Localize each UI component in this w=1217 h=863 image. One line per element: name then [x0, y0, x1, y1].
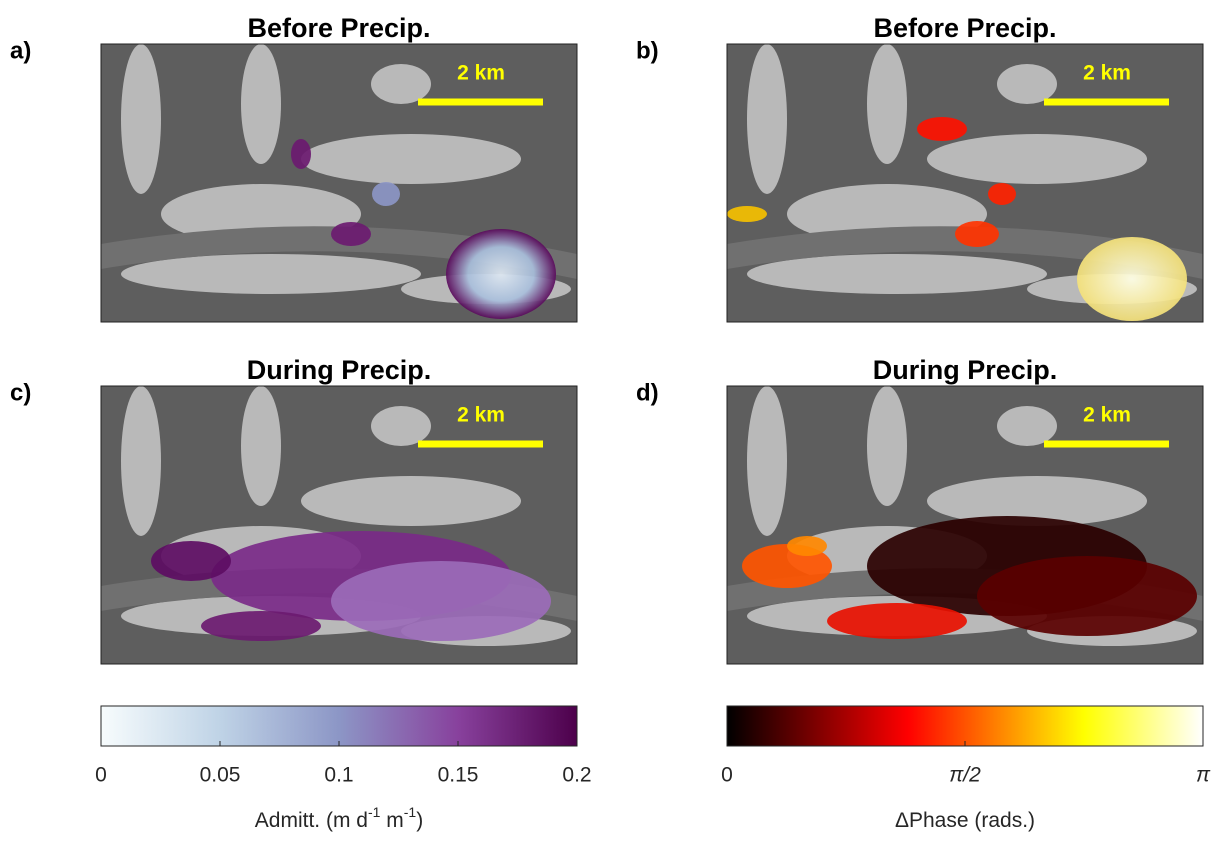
overlay-region: [151, 541, 231, 581]
terrain-highlight: [747, 386, 787, 536]
colorbar-tick-label: 0.15: [438, 764, 479, 787]
terrain-highlight: [371, 64, 431, 104]
terrain-highlight: [747, 44, 787, 194]
colorbar-tick-label: 0: [95, 764, 107, 787]
map-panel: [100, 385, 578, 665]
panel-title: Before Precip.: [873, 13, 1056, 43]
overlay-region: [291, 139, 311, 169]
terrain-highlight: [927, 134, 1147, 184]
scale-bar-label: 2 km: [457, 404, 505, 427]
terrain-highlight: [747, 254, 1047, 294]
map-panel: [100, 43, 578, 323]
terrain-highlight: [927, 476, 1147, 526]
terrain-highlight: [867, 386, 907, 506]
colorbar-tick-label: π/2: [949, 764, 981, 787]
terrain-highlight: [301, 476, 521, 526]
label-part: Admitt. (m d: [255, 809, 368, 832]
scale-bar-label: 2 km: [1083, 62, 1131, 85]
panel-label: c): [10, 379, 31, 406]
map-frame: [100, 385, 578, 665]
overlay-region: [955, 221, 999, 247]
map-panel: [726, 43, 1204, 323]
overlay-region: [787, 536, 827, 556]
overlay-region: [1077, 237, 1187, 321]
terrain-highlight: [241, 44, 281, 164]
terrain-highlight: [371, 406, 431, 446]
label-part: m: [380, 809, 403, 832]
terrain-highlight: [867, 44, 907, 164]
colorbar-tick-label: 0.1: [324, 764, 353, 787]
overlay-region: [727, 206, 767, 222]
map-panel: [726, 385, 1204, 665]
overlay-region: [372, 182, 400, 206]
overlay-region: [201, 611, 321, 641]
overlay-region: [917, 117, 967, 141]
label-part: ΔPhase (rads.): [895, 809, 1035, 832]
colorbar: [726, 705, 1204, 747]
colorbar: [100, 705, 578, 747]
label-part: -1: [368, 804, 381, 820]
overlay-region: [988, 183, 1016, 205]
map-frame: [100, 43, 578, 323]
panel-title: During Precip.: [873, 355, 1058, 385]
overlay-region: [331, 222, 371, 246]
river-band: [727, 226, 1203, 279]
terrain-highlight: [241, 386, 281, 506]
terrain-highlight: [121, 254, 421, 294]
river-band: [101, 226, 577, 279]
panel-title: Before Precip.: [247, 13, 430, 43]
overlay-region: [977, 556, 1197, 636]
colorbar-tick-label: 0: [721, 764, 733, 787]
overlay-region: [331, 561, 551, 641]
map-frame: [726, 385, 1204, 665]
terrain-highlight: [997, 406, 1057, 446]
terrain-highlight: [301, 134, 521, 184]
panel-label: a): [10, 37, 31, 64]
panel-label: d): [636, 379, 659, 406]
terrain-highlight: [121, 386, 161, 536]
map-frame: [726, 43, 1204, 323]
terrain-highlight: [121, 44, 161, 194]
overlay-region: [827, 603, 967, 639]
colorbar-tick-label: 0.05: [200, 764, 241, 787]
label-part: ): [416, 809, 423, 832]
scale-bar-label: 2 km: [457, 62, 505, 85]
colorbar-label: ΔPhase (rads.): [895, 809, 1035, 832]
terrain-highlight: [997, 64, 1057, 104]
colorbar-label: Admitt. (m d-1 m-1): [255, 804, 423, 832]
label-part: -1: [404, 804, 417, 820]
colorbar-tick-label: π: [1196, 764, 1211, 787]
colorbar-tick-label: 0.2: [562, 764, 591, 787]
panel-label: b): [636, 37, 659, 64]
overlay-region: [446, 229, 556, 319]
panel-title: During Precip.: [247, 355, 432, 385]
scale-bar-label: 2 km: [1083, 404, 1131, 427]
